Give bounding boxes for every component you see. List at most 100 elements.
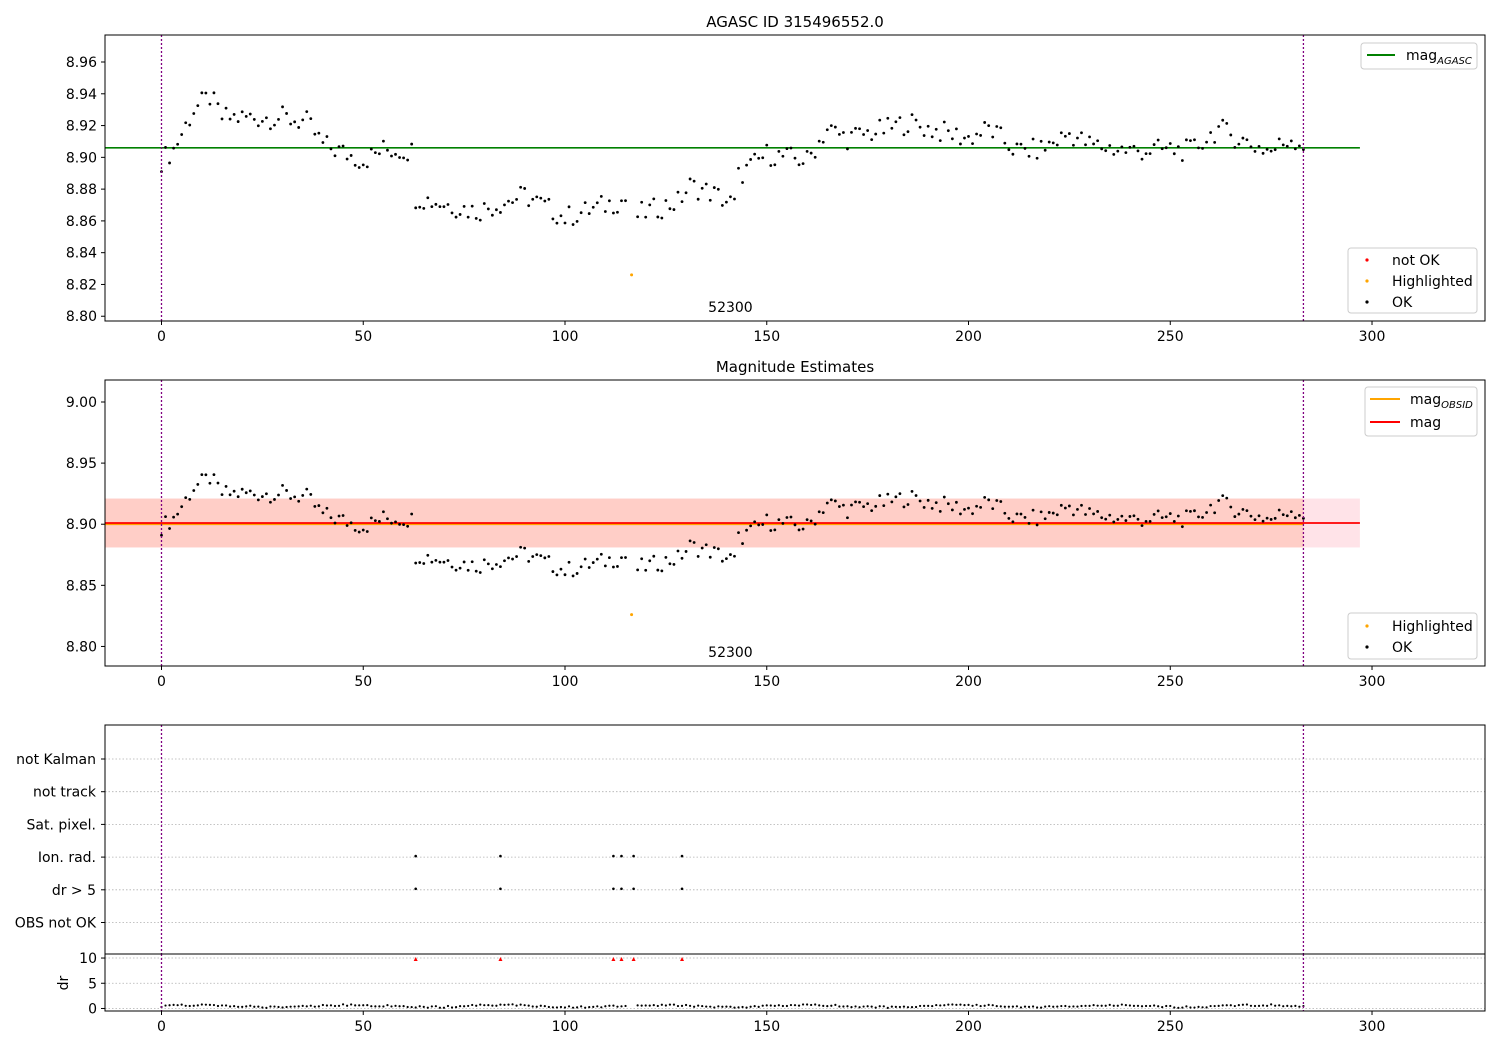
mag-ok-point [975,504,978,508]
dr-point [789,1003,793,1007]
mag-ok-point [361,528,365,532]
mag-ok-point [587,566,591,569]
dr-point [660,1003,663,1006]
agasc-ok-point [684,191,688,195]
dr-point [1205,1006,1208,1009]
dr-point [358,1004,361,1007]
dr-point [931,1004,934,1008]
mag-ok-point [160,533,163,537]
dr-point [902,1005,906,1008]
agasc-ok-point [1285,144,1289,148]
agasc-ok-point [829,124,833,128]
dr-point [346,1004,349,1007]
agasc-ok-point [1035,156,1039,160]
dr-point [1136,1004,1140,1007]
mag-ok-point [934,501,938,505]
agasc-ok-point [1080,131,1083,135]
mag-ok-point [188,497,192,501]
dr-point [1084,1004,1087,1007]
dr-point [729,1005,732,1008]
dr-point [672,1003,676,1006]
mag-ok-point [1120,514,1124,518]
mag-ok-point [519,545,523,549]
agasc-ok-point [648,203,652,207]
dr-clipped-marker [680,957,685,962]
dr-point [1274,1004,1277,1007]
dr-point [184,1004,187,1007]
agasc-ok-point [995,125,999,128]
dr-point [1056,1005,1059,1008]
agasc-ok-point [975,132,978,136]
dr-x-tick-label: 200 [955,1019,982,1035]
mag-ok-point [1003,511,1007,515]
agasc-ok-point [1168,142,1172,145]
dr-point [366,1004,369,1007]
dr-point [1197,1005,1200,1008]
mag-ok-point [208,481,212,485]
agasc-ok-point [785,147,789,151]
dr-point [697,1004,700,1007]
dr-point [325,1004,329,1007]
dr-point [1245,1003,1249,1006]
agasc-ok-point [1205,140,1208,144]
mag-ok-point [426,553,430,557]
agasc-ok-point [910,113,914,117]
dr-point [192,1004,195,1007]
dr-point [507,1003,510,1006]
dr-point [717,1005,720,1008]
dr-point [709,1005,712,1008]
mag-ok-point [987,498,991,502]
dr-point [1173,1006,1176,1009]
mag-ok-point [967,506,970,510]
legend-not-ok: not OK [1392,253,1440,269]
agasc-ok-point [902,133,906,137]
mag-x-tick-label: 200 [955,674,982,690]
mag-ok-point [636,568,640,572]
agasc-ok-point [1289,139,1293,143]
agasc-legend-top: magAGASC [1360,42,1478,70]
dr-x-tick-label: 150 [753,1019,780,1035]
panel-mag-frame [104,379,1486,667]
dr-point [1112,1004,1115,1007]
mag-y-tick-label: 9.00 [66,395,97,411]
agasc-ok-point [1185,138,1188,142]
mag-ok-point [285,489,288,492]
mag-ok-point [252,493,256,497]
mag-ok-point [1245,509,1249,513]
agasc-ok-point [386,148,389,152]
mag-ok-point [1253,518,1257,522]
dr-point [337,1004,341,1007]
agasc-x-tick-label: 100 [552,329,579,345]
agasc-ok-point [164,146,167,149]
mag-ok-point [886,492,890,496]
dr-point [947,1003,950,1006]
mag-ok-point [499,565,502,569]
dr-point [894,1005,897,1009]
mag-ok-point [454,568,458,572]
dr-point [806,1003,809,1006]
dr-clipped-marker [413,957,418,962]
agasc-ok-point [511,201,514,205]
mag-ok-point [898,492,902,496]
agasc-highlighted-point [630,273,634,277]
dr-point [684,1003,688,1007]
mag-ok-point [531,555,535,558]
agasc-ok-point [1245,138,1249,142]
dr-point [830,1004,833,1007]
mag-ok-point [955,500,958,504]
agasc-ok-point [172,146,175,150]
mag-ok-point [1289,510,1293,513]
dr-point [382,1005,385,1008]
dr-point [471,1003,474,1007]
mag-ok-point [1031,508,1035,512]
flag-points [414,854,684,891]
mag-ok-point [1124,519,1128,522]
mag-ok-point [220,493,224,497]
dr-point [200,1003,203,1006]
mag-ok-point [894,495,898,499]
dr-point [519,1003,522,1006]
mag-ok-point [716,547,720,551]
agasc-ok-point [252,118,256,121]
dr-point [640,1004,643,1007]
mag-ok-point [345,524,349,527]
